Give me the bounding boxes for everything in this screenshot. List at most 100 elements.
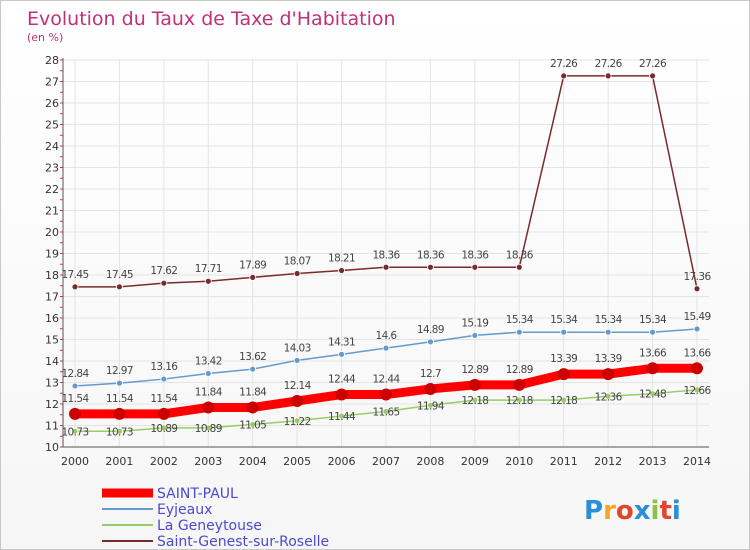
data-point — [427, 338, 434, 346]
x-tick-label: 2011 — [550, 455, 578, 468]
data-label: 17.45 — [61, 269, 88, 281]
series-group — [69, 72, 703, 435]
y-tick-label: 19 — [45, 248, 59, 261]
logo-letter: i — [672, 496, 681, 526]
data-label: 11.44 — [328, 411, 356, 423]
data-point — [560, 328, 568, 336]
logo-letter: x — [634, 496, 651, 526]
data-point — [382, 344, 390, 352]
data-label: 18.36 — [506, 249, 534, 261]
data-point — [160, 279, 168, 287]
data-point — [471, 332, 479, 339]
data-label: 15.34 — [550, 314, 578, 326]
data-point — [338, 412, 345, 420]
data-label: 12.48 — [639, 389, 666, 401]
logo-text: Proxiti — [584, 496, 681, 526]
data-point — [649, 328, 656, 336]
axes: 10 11 12 13 14 15 16 17 18 19 20 21 22 23 24 25 26 27 28 20… — [45, 54, 711, 468]
y-tick-label: 10 — [45, 441, 59, 454]
data-point — [293, 417, 301, 425]
data-point — [380, 388, 392, 401]
data-label: 15.49 — [683, 311, 710, 323]
data-point — [604, 392, 612, 400]
data-point — [335, 388, 348, 401]
y-tick-label: 16 — [45, 312, 59, 325]
data-point — [649, 72, 656, 80]
data-label: 12.89 — [461, 364, 488, 376]
y-tick-label: 18 — [45, 269, 59, 282]
legend-label: Eyjeaux — [157, 502, 212, 518]
data-point — [382, 408, 390, 415]
data-point — [693, 325, 701, 333]
proxiti-logo: Proxiti — [584, 496, 681, 526]
logo-letter: i — [651, 496, 660, 526]
data-point — [691, 362, 703, 375]
data-label: 10.73 — [106, 426, 133, 438]
data-label: 12.36 — [595, 391, 623, 403]
data-label: 10.89 — [195, 423, 222, 435]
y-tick-label: 24 — [45, 140, 59, 153]
data-label: 15.34 — [506, 314, 534, 326]
data-point — [204, 370, 212, 377]
logo-letter: o — [616, 496, 634, 526]
data-point — [424, 382, 437, 395]
data-label: 12.44 — [372, 374, 400, 386]
data-label: 17.89 — [239, 259, 266, 271]
logo-letter: r — [603, 496, 616, 526]
data-point — [71, 427, 79, 435]
data-label: 18.36 — [417, 249, 445, 261]
x-tick-label: 2008 — [416, 455, 444, 468]
y-tick-label: 27 — [45, 76, 59, 89]
data-label: 18.21 — [328, 252, 355, 264]
data-point — [291, 394, 304, 407]
x-tick-label: 2010 — [505, 455, 533, 468]
data-point — [113, 407, 126, 420]
data-point — [560, 72, 568, 80]
x-tick-label: 2006 — [328, 455, 356, 468]
y-tick-label: 11 — [45, 420, 59, 433]
data-point — [649, 390, 656, 398]
data-label: 13.39 — [595, 353, 622, 365]
data-point — [693, 285, 701, 293]
data-point — [204, 277, 212, 285]
x-tick-label: 2001 — [105, 455, 133, 468]
data-label: 10.89 — [150, 423, 177, 435]
data-point — [338, 267, 345, 274]
data-point — [427, 263, 434, 271]
data-label: 12.18 — [461, 395, 488, 407]
legend-label: SAINT-PAUL — [157, 486, 238, 502]
x-tick-label: 2013 — [639, 455, 667, 468]
data-label: 15.34 — [595, 314, 623, 326]
data-label: 17.71 — [195, 263, 222, 275]
x-tick-label: 2005 — [283, 455, 311, 468]
data-point — [293, 270, 301, 277]
data-point — [157, 407, 170, 420]
logo-letter: P — [584, 496, 603, 526]
x-tick-label: 2002 — [150, 455, 178, 468]
data-point — [293, 356, 301, 364]
data-point — [468, 378, 481, 391]
y-tick-label: 25 — [45, 119, 59, 132]
data-point — [693, 386, 701, 394]
x-tick-label: 2012 — [594, 455, 622, 468]
data-label: 14.03 — [284, 342, 311, 354]
data-point — [471, 396, 479, 404]
data-point — [71, 283, 79, 291]
legend-label: Saint-Genest-sur-Roselle — [157, 534, 329, 549]
data-point — [604, 328, 612, 336]
data-label: 27.26 — [639, 58, 667, 70]
data-label: 12.14 — [284, 380, 312, 392]
y-tick-label: 20 — [45, 226, 59, 239]
x-tick-label: 2000 — [61, 455, 89, 468]
data-point — [202, 401, 215, 414]
chart-subtitle: (en %) — [27, 31, 63, 44]
data-label: 12.44 — [328, 374, 356, 386]
y-tick-label: 13 — [45, 377, 59, 390]
data-label: 13.66 — [683, 347, 711, 359]
data-label: 18.07 — [284, 255, 311, 267]
data-label: 11.94 — [417, 400, 445, 412]
data-point — [116, 379, 123, 387]
data-point — [515, 328, 523, 336]
